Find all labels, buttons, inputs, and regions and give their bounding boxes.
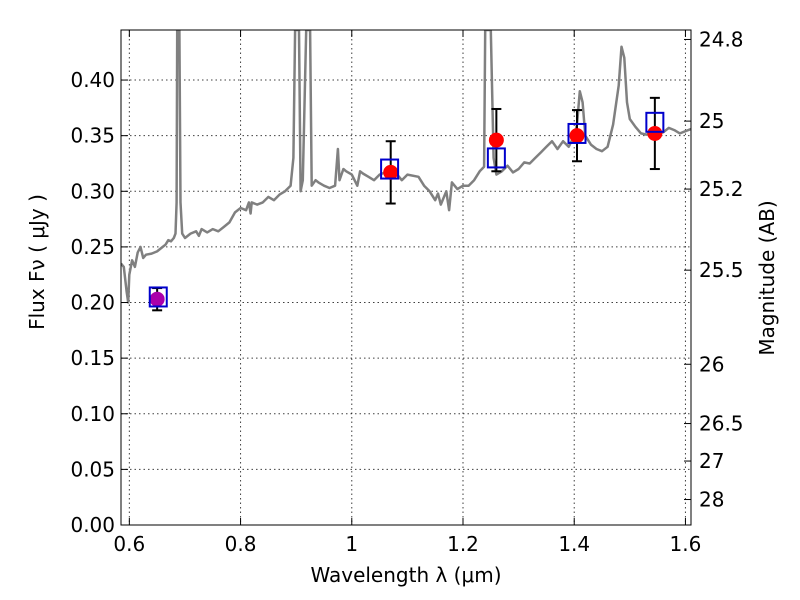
x-tick-label: 0.6 xyxy=(113,532,145,556)
y-tick-label: 0.00 xyxy=(70,513,115,537)
observed-point xyxy=(647,125,663,141)
observed-point xyxy=(569,128,585,144)
x-tick-label: 1.4 xyxy=(558,532,590,556)
observed-point xyxy=(383,164,399,180)
y2-tick-label: 27 xyxy=(699,449,724,473)
x-axis-label: Wavelength λ (μm) xyxy=(310,563,501,587)
y-tick-label: 0.40 xyxy=(70,68,115,92)
y-tick-label: 0.30 xyxy=(70,179,115,203)
synthetic-point xyxy=(486,147,506,169)
y2-tick-label: 26 xyxy=(699,352,724,376)
x-tick-label: 1.6 xyxy=(670,532,702,556)
y-tick-label: 0.15 xyxy=(70,346,115,370)
model-spectrum-line xyxy=(121,30,691,304)
y2-tick-label: 26.5 xyxy=(699,412,744,436)
x-tick-label: 1 xyxy=(345,532,358,556)
y-axis-label: Flux Fν ( μJy ) xyxy=(25,194,49,330)
y2-axis-label: Magnitude (AB) xyxy=(755,200,779,355)
y-tick-label: 0.25 xyxy=(70,235,115,259)
synthetic-point xyxy=(645,111,665,133)
y2-tick-label: 25 xyxy=(699,109,724,133)
observed-point xyxy=(149,291,165,307)
x-tick-label: 0.8 xyxy=(225,532,257,556)
y2-tick-label: 28 xyxy=(699,488,724,512)
y2-tick-label: 25.2 xyxy=(699,177,744,201)
grid-lines xyxy=(121,30,691,525)
y2-tick-label: 24.8 xyxy=(699,27,744,51)
synthetic-point xyxy=(148,286,168,308)
x-tick-label: 1.2 xyxy=(447,532,479,556)
observed-point xyxy=(488,132,504,148)
synthetic-points xyxy=(148,111,665,308)
axis-ticks: 0.6 0.8 1 1.2 1.4 1.6 0.00 0.05 0.10 0.15 0.20 0.25… xyxy=(70,27,743,556)
observed-points xyxy=(149,125,663,307)
synthetic-point xyxy=(380,158,400,180)
y-tick-label: 0.20 xyxy=(70,291,115,315)
data-layer xyxy=(121,30,691,312)
y-tick-label: 0.10 xyxy=(70,402,115,426)
y-tick-label: 0.35 xyxy=(70,124,115,148)
y2-tick-label: 25.5 xyxy=(699,258,744,282)
synthetic-point xyxy=(567,122,587,144)
y-tick-label: 0.05 xyxy=(70,457,115,481)
plot-frame xyxy=(120,29,692,526)
